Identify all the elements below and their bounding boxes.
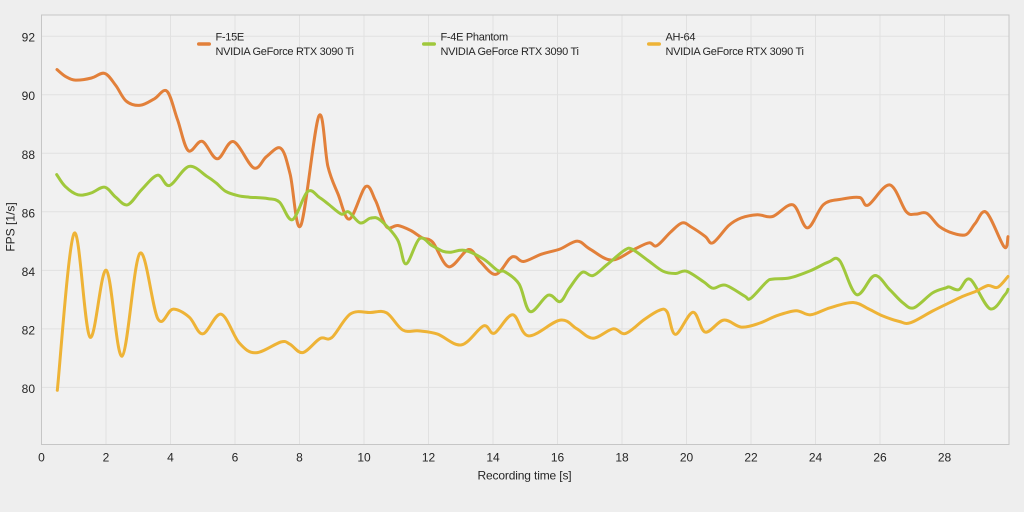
svg-text:4: 4 bbox=[167, 451, 174, 465]
svg-text:86: 86 bbox=[22, 206, 36, 220]
svg-text:88: 88 bbox=[22, 148, 36, 162]
svg-text:0: 0 bbox=[38, 451, 45, 465]
svg-text:22: 22 bbox=[744, 451, 758, 465]
svg-text:16: 16 bbox=[551, 451, 565, 465]
svg-text:2: 2 bbox=[103, 451, 110, 465]
svg-text:28: 28 bbox=[938, 451, 952, 465]
svg-text:12: 12 bbox=[422, 451, 436, 465]
svg-text:F-4E Phantom: F-4E Phantom bbox=[441, 32, 508, 44]
svg-text:Recording time [s]: Recording time [s] bbox=[477, 469, 571, 483]
svg-text:24: 24 bbox=[809, 451, 823, 465]
svg-text:6: 6 bbox=[232, 451, 239, 465]
svg-text:F-15E: F-15E bbox=[216, 32, 244, 44]
svg-text:18: 18 bbox=[615, 451, 629, 465]
svg-text:AH-64: AH-64 bbox=[666, 32, 696, 44]
svg-text:NVIDIA GeForce RTX 3090 Ti: NVIDIA GeForce RTX 3090 Ti bbox=[216, 46, 354, 58]
svg-text:26: 26 bbox=[873, 451, 887, 465]
svg-text:8: 8 bbox=[296, 451, 303, 465]
svg-text:92: 92 bbox=[22, 31, 36, 45]
svg-text:90: 90 bbox=[22, 89, 36, 103]
svg-text:82: 82 bbox=[22, 323, 36, 337]
svg-text:FPS [1/s]: FPS [1/s] bbox=[3, 202, 17, 251]
svg-text:84: 84 bbox=[22, 265, 36, 279]
svg-text:10: 10 bbox=[357, 451, 371, 465]
svg-text:NVIDIA GeForce RTX 3090 Ti: NVIDIA GeForce RTX 3090 Ti bbox=[666, 46, 804, 58]
svg-text:20: 20 bbox=[680, 451, 694, 465]
svg-text:14: 14 bbox=[486, 451, 500, 465]
svg-text:80: 80 bbox=[22, 382, 36, 396]
svg-text:NVIDIA GeForce RTX 3090 Ti: NVIDIA GeForce RTX 3090 Ti bbox=[441, 46, 579, 58]
